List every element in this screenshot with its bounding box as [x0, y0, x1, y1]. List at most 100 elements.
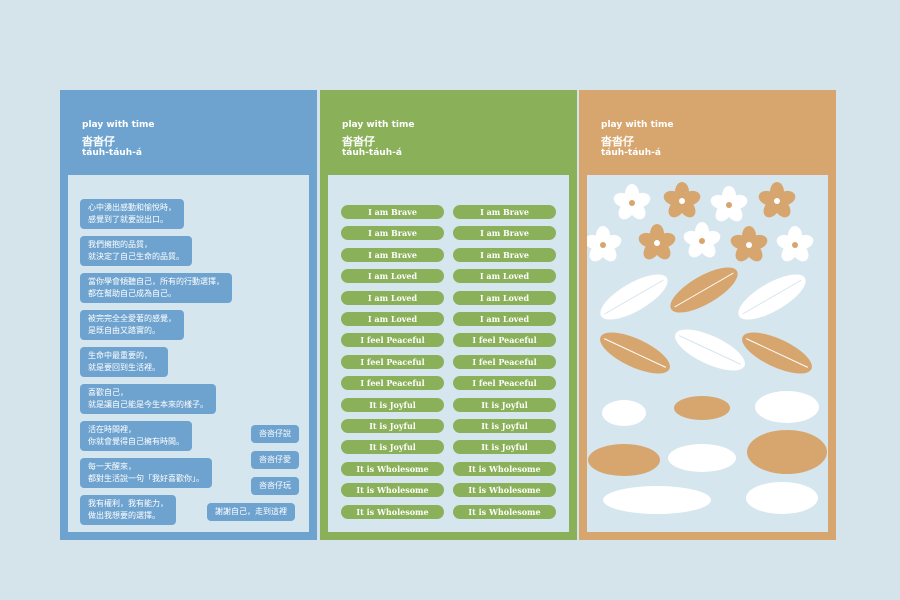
affirmation-sticker: I feel Peaceful — [341, 333, 444, 348]
romanization: táuh-táuh-á — [342, 148, 402, 158]
quote-sticker: 當你學會傾聽自己，所有的行動選擇， 都在幫助自己成為自己。 — [80, 273, 232, 303]
quote-line: 我有權利，我有能力， — [88, 499, 168, 508]
blob — [747, 430, 827, 474]
blob — [588, 444, 660, 476]
blob — [668, 444, 736, 472]
affirmation-sticker: I am Loved — [453, 269, 556, 284]
leaf-vein — [603, 338, 667, 368]
title: 沓沓仔 — [82, 135, 115, 148]
affirmation-sticker: It is Wholesome — [341, 461, 444, 476]
affirmation-sticker: It is Wholesome — [453, 461, 556, 476]
flower-center — [774, 198, 780, 204]
quote-line: 就決定了自己生命的品質。 — [88, 252, 184, 261]
flower-center — [699, 238, 705, 244]
affirmation-sticker: I am Brave — [341, 247, 444, 262]
affirmation-sticker: I am Loved — [453, 312, 556, 326]
affirmation-sticker: It is Joyful — [453, 397, 556, 412]
leaf-vein — [674, 272, 734, 308]
title: 沓沓仔 — [342, 135, 375, 148]
affirmation-sticker: It is Joyful — [341, 397, 444, 412]
sticker-card: 心中湧出感動和愉悅時， 感覺到了就要說出口。 我們擁抱的品質， 就決定了自己生命的品質… — [68, 175, 309, 532]
quote-line: 被完完全全愛著的感覺， — [88, 314, 176, 323]
leaf-vein — [745, 338, 809, 368]
affirmation-sticker: I am Brave — [453, 226, 556, 241]
quote-sticker: 喜歡自己， 就是讓自己能是今生本來的樣子。 — [80, 384, 216, 414]
petal — [663, 190, 684, 206]
romanization: táuh-táuh-á — [601, 148, 661, 158]
affirmation-sticker: I am Brave — [453, 205, 556, 219]
quote-sticker: 被完完全全愛著的感覺， 是既自由又踏實的。 — [80, 310, 184, 340]
affirmation-sticker: It is Joyful — [341, 419, 444, 433]
short-quote-sticker: 沓沓仔愛 — [251, 451, 299, 469]
flower-center — [792, 242, 798, 248]
affirmation-sticker: I feel Peaceful — [341, 376, 444, 391]
quote-line: 喜歡自己， — [88, 388, 128, 397]
quote-line: 感覺到了就要說出口。 — [88, 215, 168, 224]
short-quote-sticker: 沓沓仔說 — [251, 425, 299, 443]
blob — [603, 486, 711, 514]
blob — [602, 400, 646, 426]
petal — [730, 234, 751, 250]
quote-line: 就是讓自己能是今生本來的樣子。 — [88, 400, 208, 409]
flower-center — [654, 240, 660, 246]
affirmation-sticker: I am Brave — [341, 226, 444, 241]
affirmation-sticker: I am Loved — [453, 290, 556, 305]
flower-center — [726, 202, 732, 208]
leaf-vein — [604, 279, 664, 315]
illustrations — [584, 182, 827, 514]
affirmation-sticker: It is Wholesome — [453, 483, 556, 498]
affirmation-sticker: I am Brave — [453, 247, 556, 262]
short-quote-sticker: 謝謝自己，走到這裡 — [207, 503, 295, 521]
quote-line: 心中湧出感動和愉悅時， — [88, 203, 176, 212]
quote-line: 就是要回到生活裡。 — [88, 363, 160, 372]
petal — [758, 190, 779, 206]
quote-line: 每一天醒來， — [88, 462, 136, 471]
affirmation-sticker: I feel Peaceful — [453, 354, 556, 369]
affirmation-sticker: I feel Peaceful — [453, 333, 556, 348]
quote-line: 我們擁抱的品質， — [88, 240, 152, 249]
quote-sticker: 我們擁抱的品質， 就決定了自己生命的品質。 — [80, 236, 192, 266]
affirmation-sticker: I am Loved — [341, 269, 444, 284]
petal — [613, 192, 634, 208]
petal — [683, 230, 704, 246]
quote-line: 當你學會傾聽自己，所有的行動選擇， — [88, 277, 224, 286]
tagline: play with time — [342, 120, 415, 130]
affirmation-sticker: It is Wholesome — [341, 504, 444, 519]
affirmation-sticker: I am Loved — [341, 290, 444, 305]
quote-line: 你就會覺得自己擁有時間。 — [88, 437, 184, 446]
quote-line: 活在時間裡， — [88, 425, 136, 434]
leaf-vein — [678, 335, 742, 365]
petal — [584, 234, 605, 250]
sticker-sheet: play with time 沓沓仔 táuh-táuh-á — [579, 90, 836, 540]
tagline: play with time — [82, 120, 155, 130]
flower-center — [746, 242, 752, 248]
petal — [776, 234, 797, 250]
blob — [755, 391, 819, 423]
affirmation-sticker: I feel Peaceful — [453, 376, 556, 391]
title: 沓沓仔 — [601, 135, 634, 148]
flower-center — [600, 242, 606, 248]
affirmation-sticker: It is Joyful — [453, 419, 556, 433]
leaf-vein — [742, 279, 802, 315]
affirmation-sticker: I feel Peaceful — [341, 354, 444, 369]
affirmation-sticker: I am Brave — [341, 205, 444, 219]
quote-line: 生命中最重要的， — [88, 351, 152, 360]
petal — [710, 194, 731, 210]
quote-sticker: 心中湧出感動和愉悅時， 感覺到了就要說出口。 — [80, 199, 184, 229]
sticker-sheet: play with time 沓沓仔 táuh-táuh-á I am Brave I … — [320, 90, 577, 540]
quote-sticker: 活在時間裡， 你就會覺得自己擁有時間。 — [80, 421, 192, 451]
quote-line: 做出我想要的選擇。 — [88, 511, 160, 520]
short-quote-sticker: 沓沓仔玩 — [251, 477, 299, 495]
quote-line: 都在幫助自己成為自己。 — [88, 289, 176, 298]
sticker-sheet: play with time 沓沓仔 táuh-táuh-á 心中湧出感動和愉悅時， 感… — [60, 90, 317, 540]
sticker-card — [584, 175, 828, 532]
affirmation-sticker: It is Joyful — [453, 440, 556, 455]
quote-line: 是既自由又踏實的。 — [88, 326, 160, 335]
flower-center — [679, 198, 685, 204]
tagline: play with time — [601, 120, 674, 130]
affirmation-sticker: It is Wholesome — [341, 483, 444, 498]
affirmation-sticker: I am Loved — [341, 312, 444, 326]
quote-line: 都對生活說一句「我好喜歡你」。 — [88, 474, 204, 483]
quote-sticker: 我有權利，我有能力， 做出我想要的選擇。 — [80, 495, 176, 525]
flower-center — [629, 200, 635, 206]
